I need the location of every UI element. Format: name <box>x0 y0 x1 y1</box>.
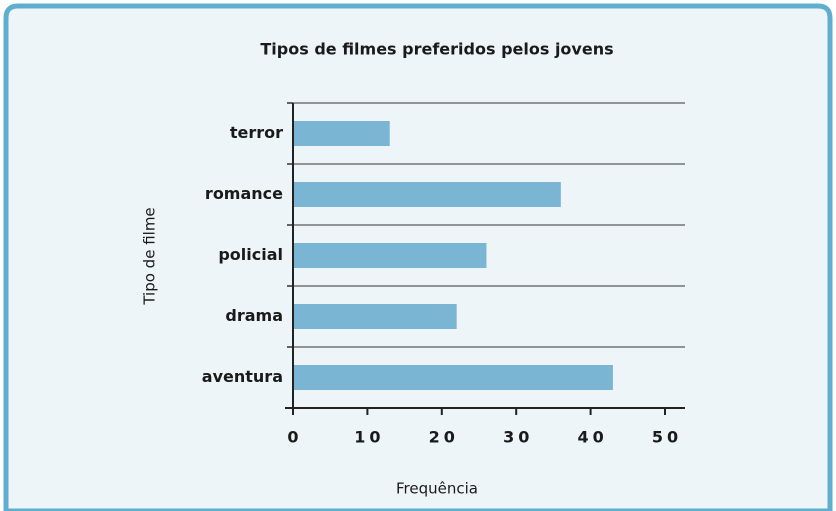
bar <box>293 182 561 207</box>
x-tick-label: 10 <box>354 428 384 447</box>
x-tick-label: 40 <box>577 428 607 447</box>
y-axis-label: Tipo de filme <box>141 207 159 305</box>
y-tick-label: romance <box>205 184 283 203</box>
bar <box>293 304 457 329</box>
y-tick-label: terror <box>230 123 283 142</box>
x-tick-label: 0 <box>287 428 302 447</box>
x-tick-label: 20 <box>429 428 459 447</box>
y-tick-label: drama <box>225 306 283 325</box>
bar <box>293 121 390 146</box>
x-tick-label: 50 <box>652 428 682 447</box>
x-axis-label: Frequência <box>396 480 478 498</box>
y-tick-label: policial <box>218 245 283 264</box>
chart-title: Tipos de filmes preferidos pelos jovens <box>260 40 613 59</box>
bar <box>293 243 487 268</box>
bar <box>293 365 613 390</box>
x-tick-label: 30 <box>503 428 533 447</box>
y-tick-label: aventura <box>202 367 283 386</box>
